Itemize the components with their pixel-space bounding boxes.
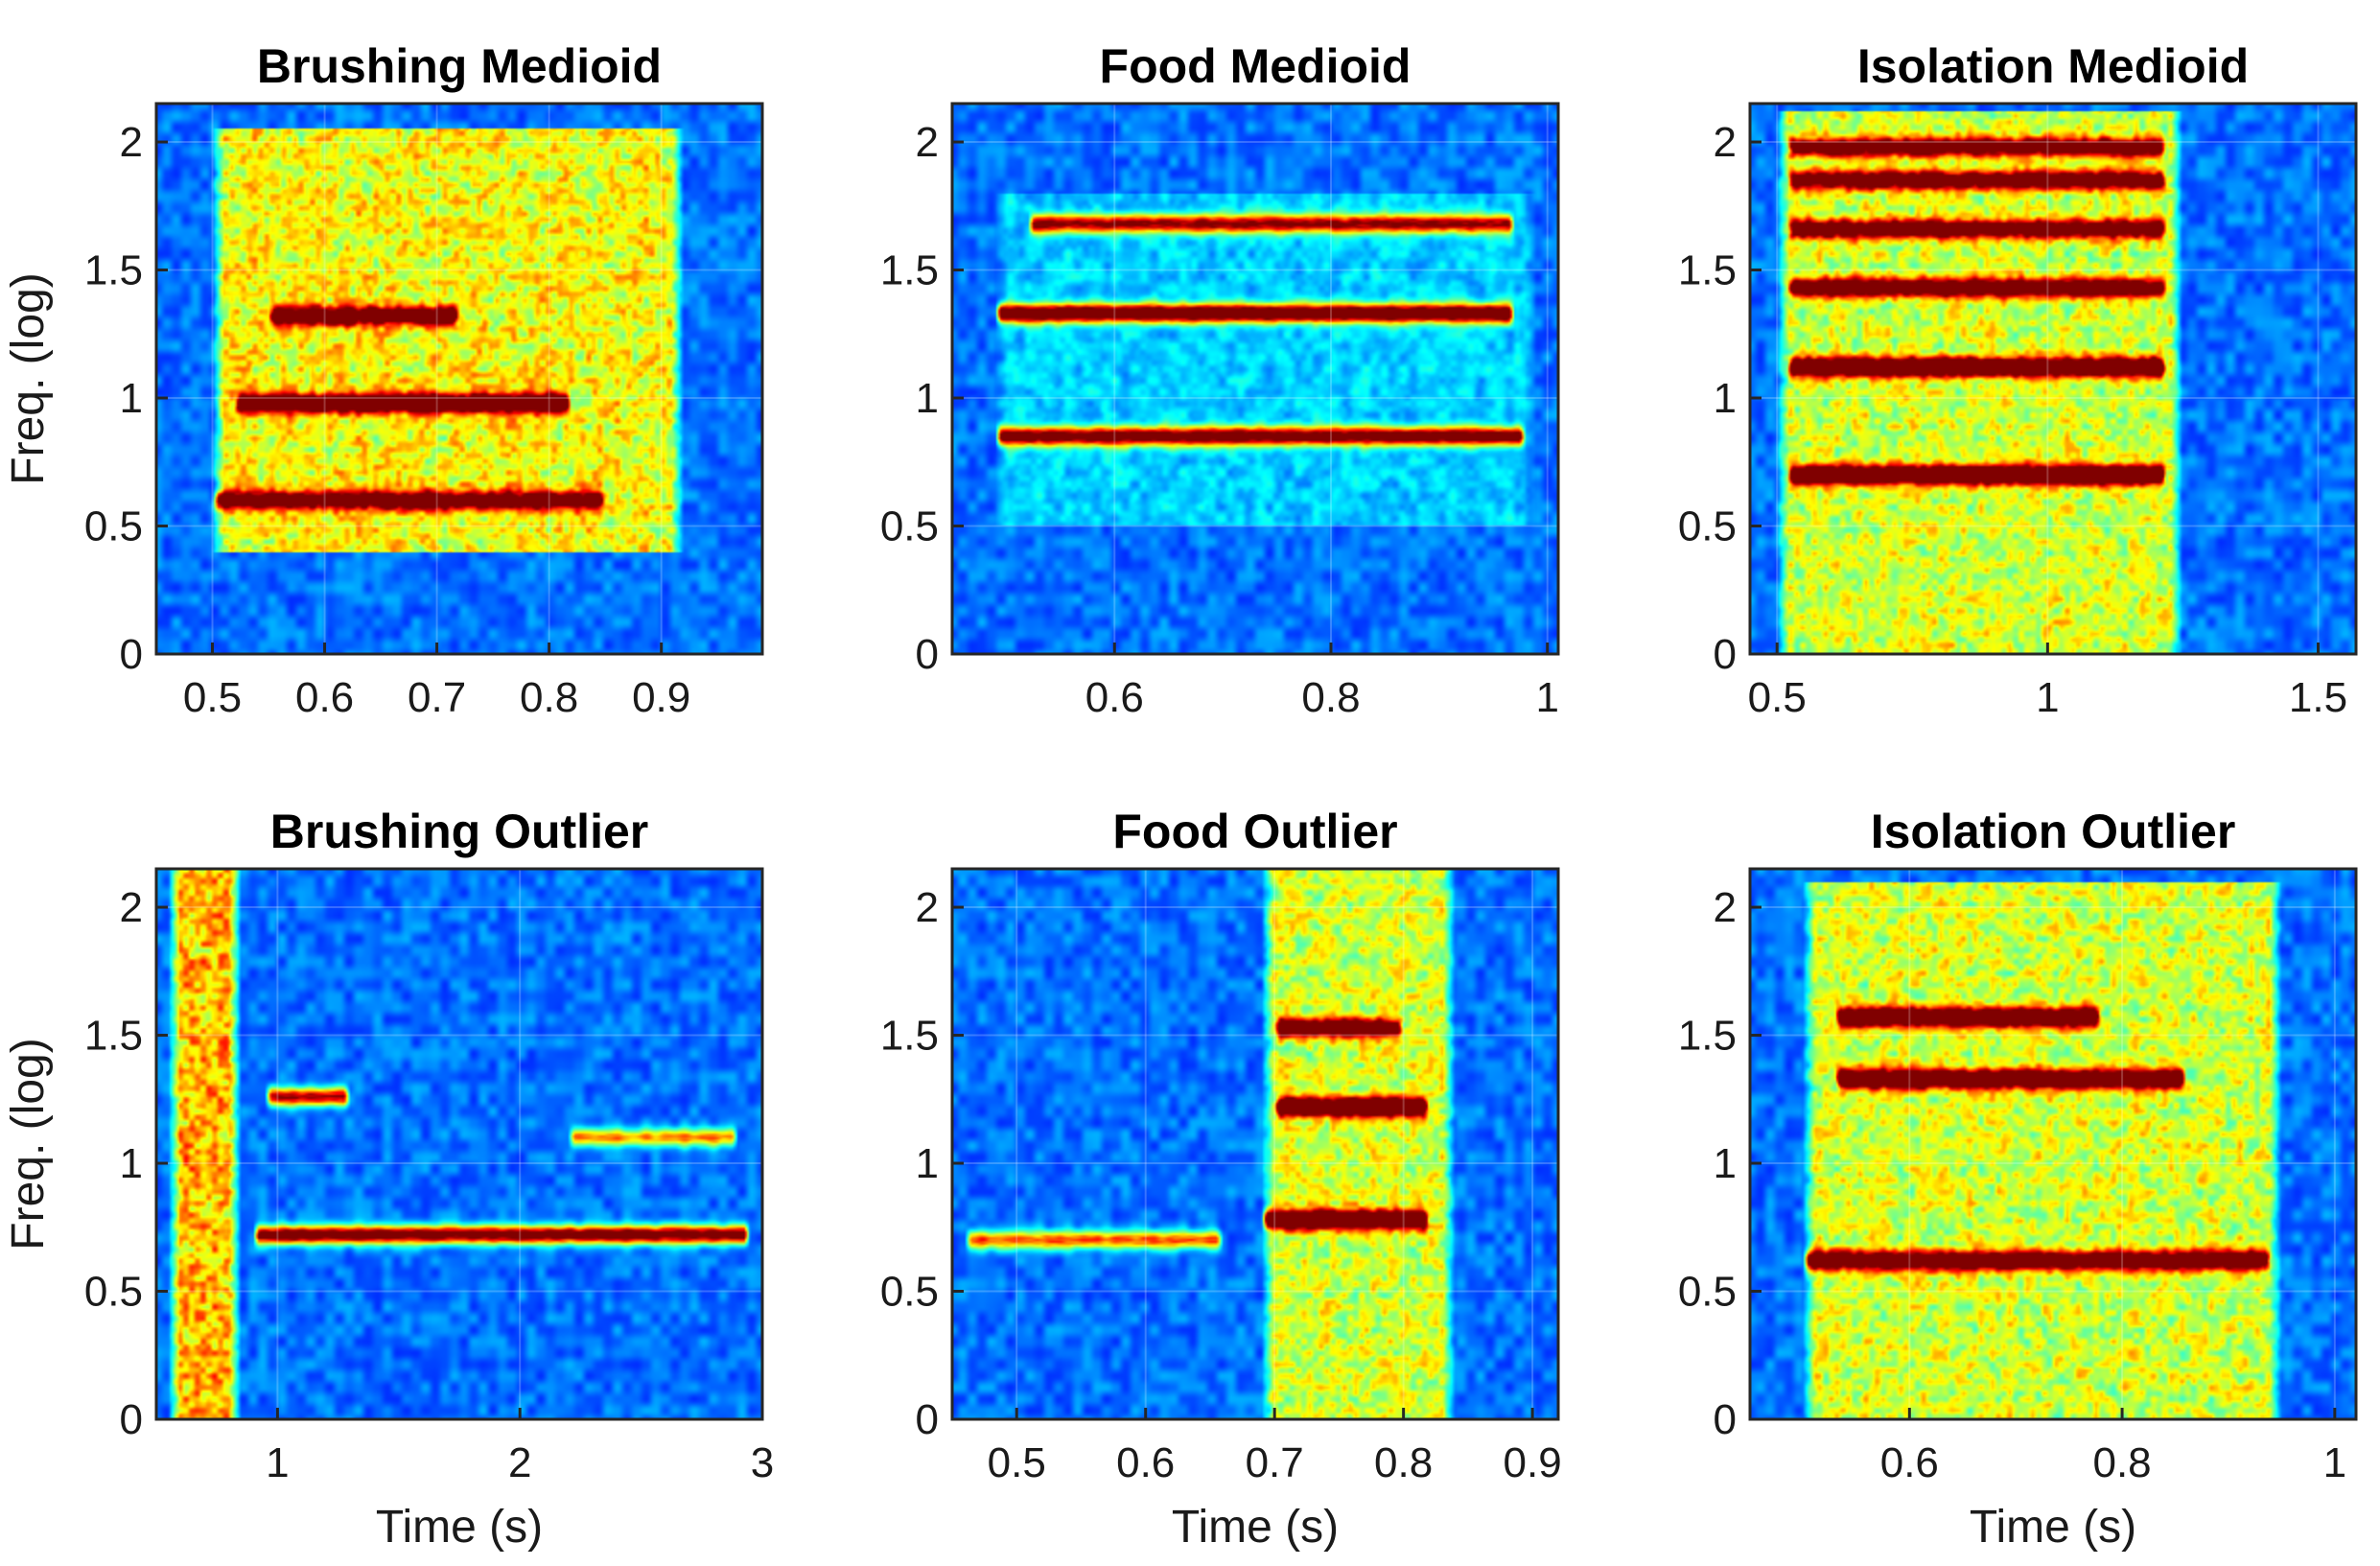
- y-tick-label: 0: [1714, 631, 1737, 678]
- x-tick-label: 1: [1535, 674, 1558, 721]
- x-tick-label: 0.8: [1301, 674, 1360, 721]
- spectrogram-heatmap: [156, 104, 762, 654]
- y-axis-label: Freq. (log): [3, 272, 54, 484]
- x-tick-label: 0.5: [988, 1439, 1046, 1486]
- spectrogram-heatmap: [156, 869, 762, 1419]
- x-tick-label: 0.6: [1085, 674, 1144, 721]
- y-tick-label: 0: [120, 1396, 143, 1443]
- y-tick-label: 1: [1714, 1140, 1737, 1187]
- y-tick-label: 0: [916, 631, 939, 678]
- x-axis-label: Time (s): [376, 1502, 543, 1553]
- x-tick-label: 0.7: [1246, 1439, 1304, 1486]
- axes-frame: [154, 102, 764, 656]
- x-tick-label: 1: [266, 1439, 289, 1486]
- panel-title: Food Outlier: [1112, 805, 1397, 858]
- spectrogram-panel-4: 0 0.5 1 1.5 2 1 2 3 Brushing Outlier Freq. (log) T…: [3, 805, 774, 1553]
- y-tick-label: 0.5: [1678, 1269, 1737, 1316]
- axes-frame: [950, 867, 1560, 1421]
- spectrogram-panel-2: 0 0.5 1 1.5 2 0.6 0.8 1 Food Medioid: [880, 39, 1560, 721]
- y-tick-label: 1.5: [880, 247, 939, 294]
- y-tick-label: 0.5: [84, 1269, 143, 1316]
- x-tick-label: 0.7: [408, 674, 466, 721]
- y-tick-label: 1.5: [880, 1013, 939, 1060]
- x-tick-label: 0.6: [1116, 1439, 1175, 1486]
- panel-title: Brushing Outlier: [270, 805, 648, 858]
- x-axis-label: Time (s): [1970, 1502, 2136, 1553]
- panel-title: Brushing Medioid: [257, 39, 662, 93]
- x-tick-label: 0.9: [1504, 1439, 1562, 1486]
- y-tick-label: 2: [120, 884, 143, 931]
- spectrogram-heatmap: [952, 104, 1558, 654]
- y-tick-label: 1.5: [84, 1013, 143, 1060]
- spectrogram-panel-1: 0 0.5 1 1.5 2 0.5 0.6 0.7 0.8 0.9 Brushing Medioid…: [3, 39, 764, 721]
- spectrogram-heatmap: [952, 869, 1558, 1419]
- y-tick-label: 1: [916, 1140, 939, 1187]
- x-tick-label: 2: [508, 1439, 531, 1486]
- y-tick-label: 0: [916, 1396, 939, 1443]
- x-tick-label: 1.5: [2289, 674, 2347, 721]
- x-tick-label: 0.6: [295, 674, 354, 721]
- y-tick-label: 1: [120, 1140, 143, 1187]
- axes-frame: [154, 867, 764, 1421]
- spectrogram-panel-5: 0 0.5 1 1.5 2 0.5 0.6 0.7 0.8 0.9 Food Outlier Time…: [880, 805, 1562, 1553]
- y-tick-label: 0.5: [880, 503, 939, 550]
- y-tick-label: 2: [1714, 884, 1737, 931]
- x-tick-label: 0.5: [183, 674, 242, 721]
- y-tick-label: 2: [1714, 119, 1737, 166]
- spectrogram-heatmap: [1750, 104, 2356, 654]
- y-tick-label: 0: [120, 631, 143, 678]
- x-axis-label: Time (s): [1172, 1502, 1339, 1553]
- y-tick-label: 1.5: [1678, 247, 1737, 294]
- y-tick-label: 1: [916, 375, 939, 422]
- spectrogram-heatmap: [1750, 869, 2356, 1419]
- y-tick-label: 2: [120, 119, 143, 166]
- y-tick-label: 1: [1714, 375, 1737, 422]
- panel-title: Isolation Medioid: [1857, 39, 2249, 93]
- y-tick-label: 0.5: [1678, 503, 1737, 550]
- axes-frame: [950, 102, 1560, 656]
- y-tick-label: 0: [1714, 1396, 1737, 1443]
- y-tick-label: 1.5: [1678, 1013, 1737, 1060]
- panel-title: Isolation Outlier: [1871, 805, 2236, 858]
- y-tick-label: 0.5: [880, 1269, 939, 1316]
- x-tick-label: 0.9: [632, 674, 690, 721]
- y-tick-label: 2: [916, 884, 939, 931]
- x-tick-label: 1: [2036, 674, 2059, 721]
- panel-title: Food Medioid: [1100, 39, 1412, 93]
- spectrogram-panel-6: 0 0.5 1 1.5 2 0.6 0.8 1 Isolation Outlier Time (s…: [1678, 805, 2358, 1553]
- x-tick-label: 0.8: [520, 674, 578, 721]
- x-tick-label: 0.8: [1374, 1439, 1433, 1486]
- y-tick-label: 1: [120, 375, 143, 422]
- axes-frame: [1748, 102, 2358, 656]
- x-tick-label: 1: [2323, 1439, 2346, 1486]
- x-tick-label: 3: [751, 1439, 774, 1486]
- x-tick-label: 0.8: [2092, 1439, 2151, 1486]
- y-tick-label: 0.5: [84, 503, 143, 550]
- axes-frame: [1748, 867, 2358, 1421]
- y-tick-label: 2: [916, 119, 939, 166]
- x-tick-label: 0.6: [1880, 1439, 1939, 1486]
- x-tick-label: 0.5: [1748, 674, 1807, 721]
- y-tick-label: 1.5: [84, 247, 143, 294]
- y-axis-label: Freq. (log): [3, 1038, 54, 1250]
